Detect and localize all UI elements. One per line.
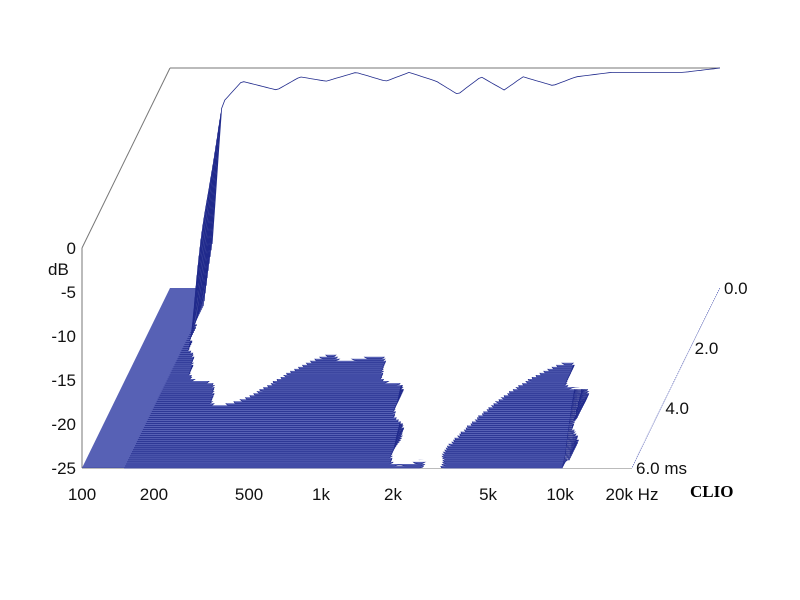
slice-mask <box>212 68 720 288</box>
x-tick-label: 1k <box>312 485 330 504</box>
waterfall-slice-line <box>128 239 637 461</box>
y-tick-label: -25 <box>51 459 76 478</box>
time-tick-label: 6.0 ms <box>636 459 687 478</box>
waterfall-slice-line <box>211 67 721 245</box>
waterfall-slice-line <box>135 225 643 447</box>
y-tick-label: -5 <box>61 283 76 302</box>
waterfall-slice-line <box>143 207 652 428</box>
top-left-depth-edge <box>81 67 171 249</box>
waterfall-slice-line <box>138 217 647 439</box>
time-tick-label: 0.0 <box>724 279 748 298</box>
time-axis-ticks: 0.0 2.0 4.0 6.0 ms <box>636 279 748 478</box>
x-tick-label: 5k <box>479 485 497 504</box>
y-tick-label: -10 <box>51 327 76 346</box>
waterfall-slice-line <box>132 231 640 453</box>
x-tick-label: 20k Hz <box>606 485 659 504</box>
waterfall-slice-line <box>137 219 646 441</box>
x-tick-label: 10k <box>546 485 574 504</box>
waterfall-slice-line <box>136 223 644 445</box>
waterfall-slice-line <box>130 235 638 457</box>
waterfall-slice-line <box>133 229 641 451</box>
waterfall-slice-line <box>136 221 645 443</box>
x-tick-label: 100 <box>68 485 96 504</box>
waterfall-slice-line <box>129 237 637 459</box>
y-axis-unit-label: dB <box>48 260 69 279</box>
x-axis-ticks: 100 200 500 1k 2k 5k 10k 20k Hz <box>68 485 659 504</box>
x-tick-label: 2k <box>384 485 402 504</box>
waterfall-slice-line <box>131 233 639 455</box>
waterfall-slice-line <box>126 243 635 465</box>
waterfall-slice-line <box>124 247 633 469</box>
waterfall-slice-line <box>142 209 651 430</box>
waterfall-slice-line <box>134 227 642 449</box>
waterfall-slices <box>124 67 721 469</box>
brand-label: CLIO <box>690 482 733 501</box>
y-tick-label: -20 <box>51 415 76 434</box>
waterfall-slice-line <box>139 215 648 436</box>
x-tick-label: 200 <box>140 485 168 504</box>
y-tick-label: -15 <box>51 371 76 390</box>
waterfall-slice-line <box>145 203 654 424</box>
x-tick-label: 500 <box>235 485 263 504</box>
waterfall-slice-line <box>127 241 636 463</box>
time-tick-label: 2.0 <box>695 339 719 358</box>
waterfall-slice-line <box>144 205 653 426</box>
waterfall-slice-line <box>140 213 649 434</box>
y-tick-label: 0 <box>67 239 76 258</box>
y-axis-ticks: 0 -5 -10 -15 -20 -25 <box>51 239 76 478</box>
time-tick-label: 4.0 <box>665 399 689 418</box>
waterfall-slice-line <box>125 245 634 467</box>
waterfall-slice-line <box>141 211 650 432</box>
